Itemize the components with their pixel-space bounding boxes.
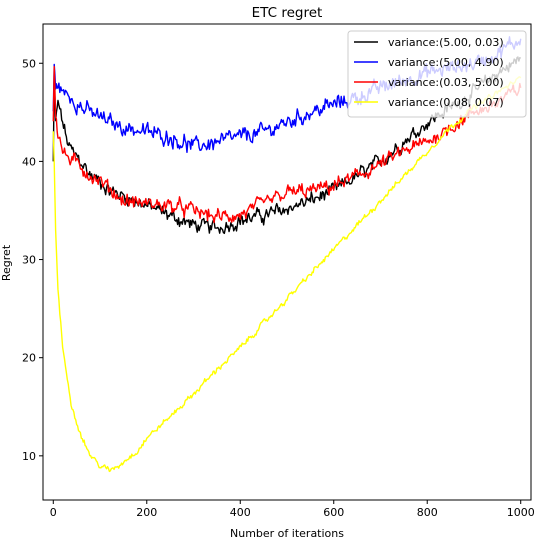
y-tick-label: 10 bbox=[22, 450, 36, 463]
plot-frame bbox=[42, 23, 532, 501]
legend-label: variance:(5.00, 0.03) bbox=[388, 36, 504, 49]
y-tick-label: 40 bbox=[22, 155, 36, 168]
x-tick-label: 0 bbox=[50, 506, 57, 519]
legend: variance:(5.00, 0.03) variance:(5.00, 4.9… bbox=[347, 30, 527, 118]
series-line bbox=[52, 76, 522, 473]
x-axis-title: Number of iterations bbox=[230, 527, 344, 538]
x-tick-label: 400 bbox=[230, 506, 251, 519]
y-tick-label: 20 bbox=[22, 352, 36, 365]
legend-label: variance:(0.08, 0.07) bbox=[388, 96, 504, 109]
x-tick-label: 1000 bbox=[507, 506, 535, 519]
x-tick-label: 800 bbox=[417, 506, 438, 519]
x-tick-label: 600 bbox=[323, 506, 344, 519]
x-axis: 0 200 400 600 800 1000 bbox=[50, 500, 535, 519]
x-tick-label: 200 bbox=[136, 506, 157, 519]
legend-label: variance:(5.00, 4.90) bbox=[388, 56, 504, 69]
series-line bbox=[52, 65, 522, 224]
chart-title: ETC regret bbox=[252, 5, 323, 21]
legend-box bbox=[347, 30, 527, 118]
y-tick-label: 50 bbox=[22, 57, 36, 70]
y-axis-title: Regret bbox=[0, 244, 13, 281]
y-axis: 10 20 30 40 50 bbox=[22, 57, 43, 463]
y-tick-label: 30 bbox=[22, 254, 36, 267]
legend-label: variance:(0.03, 5.00) bbox=[388, 76, 504, 89]
